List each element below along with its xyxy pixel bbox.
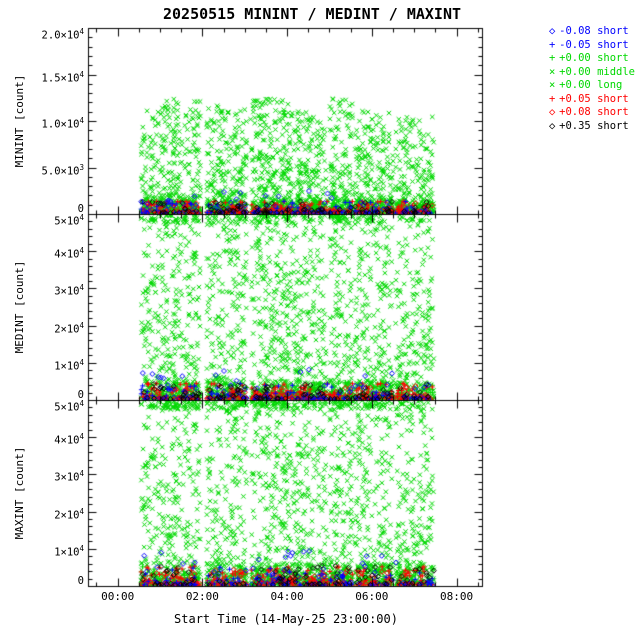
y-tick-label: 1.0×104: [41, 116, 84, 131]
x-axis-title: Start Time (14-May-25 23:00:00): [174, 612, 398, 626]
y-tick-label: 0: [77, 389, 84, 401]
diamond-marker-icon: ◇: [548, 106, 556, 118]
legend-label: +0.08 short: [559, 106, 629, 118]
y-tick-label: 1×104: [54, 543, 84, 559]
y-tick-label: 5.0×103: [41, 162, 84, 177]
y-tick-label: 4×104: [54, 246, 84, 261]
plus-marker-icon: +: [548, 92, 556, 105]
plus-marker-icon: +: [548, 38, 556, 51]
y-tick-label: 0: [77, 575, 84, 587]
legend-label: +0.35 short: [559, 119, 629, 132]
legend-item: × +0.00 long: [545, 79, 635, 92]
y-tick-label: 2×104: [54, 506, 84, 522]
legend-item: ◇ +0.35 short: [545, 120, 635, 133]
legend-item: ◇ -0.08 short: [545, 25, 635, 38]
y-tick-label: 3×104: [54, 283, 84, 298]
legend-label: +0.00 short: [559, 52, 629, 64]
y-tick-label: 1×104: [54, 357, 84, 373]
legend-item: × +0.00 middle: [545, 66, 635, 79]
diamond-marker-icon: ◇: [548, 25, 556, 37]
y-tick-label: 1.5×104: [41, 69, 84, 84]
y-tick-label: 5×104: [54, 399, 84, 414]
x-tick-label: 04:00: [270, 590, 304, 603]
y-tick-label: 5×104: [54, 213, 84, 228]
plus-marker-icon: +: [548, 52, 556, 64]
legend-label: -0.05 short: [559, 38, 629, 51]
x-tick-label: 06:00: [355, 590, 389, 603]
y-tick-label: 2.0×104: [41, 27, 84, 42]
cross-marker-icon: ×: [548, 79, 556, 91]
legend-item: + +0.05 short: [545, 93, 635, 106]
y-tick-label: 2×104: [54, 320, 84, 336]
legend-label: +0.00 long: [559, 79, 623, 91]
x-tick-label: 00:00: [101, 590, 135, 603]
y-axis-label-minint: MININT [count]: [13, 74, 26, 168]
y-tick-label: 3×104: [54, 469, 84, 484]
y-tick-label: 0: [77, 203, 84, 215]
diamond-marker-icon: ◇: [548, 119, 556, 132]
cross-marker-icon: ×: [548, 65, 556, 78]
y-axis-label-maxint: MAXINT [count]: [13, 446, 26, 540]
x-tick-label: 02:00: [185, 590, 219, 603]
legend-item: + +0.00 short: [545, 52, 635, 65]
y-tick-label: 4×104: [54, 432, 84, 447]
legend: ◇ -0.08 short + -0.05 short + +0.00 short × +0.…: [545, 25, 635, 132]
y-axis-label-medint: MEDINT [count]: [13, 260, 26, 354]
legend-item: ◇ +0.08 short: [545, 106, 635, 119]
legend-label: +0.00 middle: [559, 65, 635, 78]
legend-label: -0.08 short: [559, 25, 629, 37]
legend-label: +0.05 short: [559, 92, 629, 105]
legend-item: + -0.05 short: [545, 39, 635, 52]
x-tick-label: 08:00: [440, 590, 474, 603]
